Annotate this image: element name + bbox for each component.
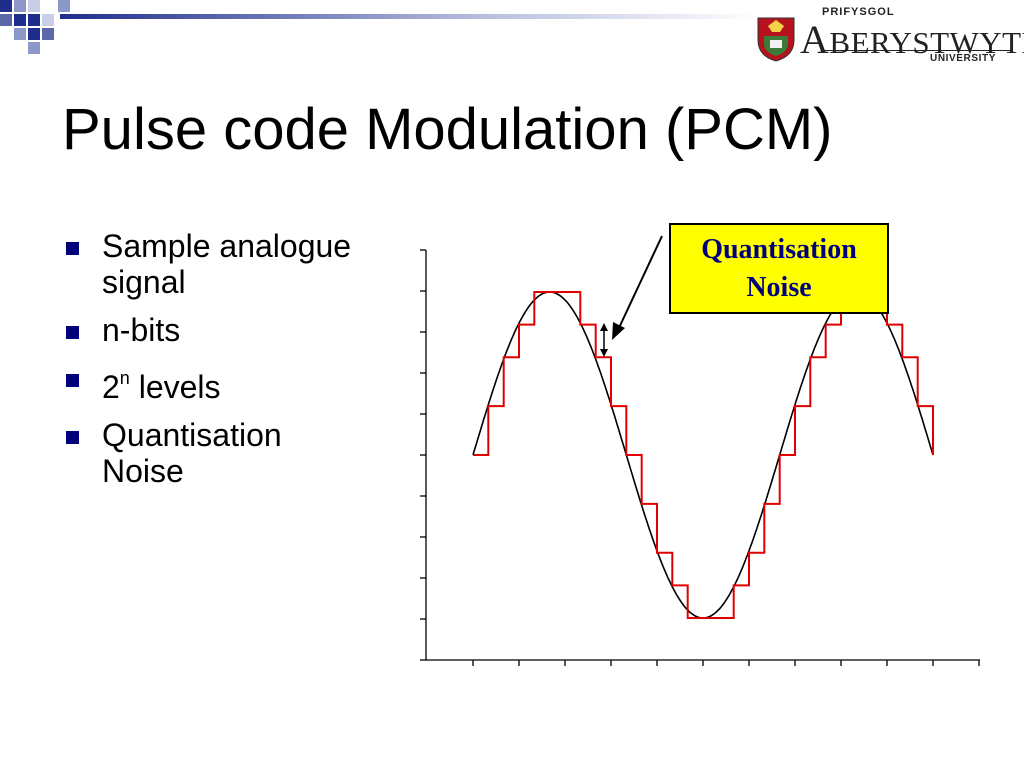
noise-double-arrow: [600, 323, 608, 357]
quantisation-noise-callout: Quantisation Noise: [669, 223, 889, 314]
bullet-list: Sample analogue signal n-bits 2n levels …: [62, 228, 352, 501]
bullet-square-icon: [66, 326, 79, 339]
bullet-rest: levels: [129, 369, 221, 405]
analog-signal-line: [472, 291, 934, 619]
bullet-text: Quantisation Noise: [102, 417, 282, 489]
bullet-item: n-bits: [62, 312, 352, 348]
bullet-text: n-bits: [102, 312, 181, 348]
bullet-square-icon: [66, 242, 79, 255]
chart-axes: [420, 249, 980, 666]
bullet-square-icon: [66, 431, 79, 444]
bullet-text: Sample analogue signal: [102, 228, 352, 300]
callout-pointer-arrow: [612, 235, 663, 340]
crest-icon: [757, 17, 795, 62]
header-gradient-bar: [60, 14, 760, 19]
logo-university: UNIVERSITY: [930, 53, 997, 64]
bullet-base: 2: [102, 369, 120, 405]
callout-line-1: Quantisation: [701, 233, 857, 265]
bullet-item: Quantisation Noise: [62, 417, 352, 489]
bullet-item: Sample analogue signal: [62, 228, 352, 300]
logo-rule: [824, 50, 1012, 51]
callout-line-2: Noise: [746, 271, 812, 303]
logo-aberystwyth: ABERYSTWYTH: [800, 16, 1024, 63]
corner-decoration: [0, 0, 70, 54]
bullet-square-icon: [66, 374, 79, 387]
logo-prifysgol: PRIFYSGOL: [822, 6, 895, 18]
university-logo: PRIFYSGOL ABERYSTWYTH UNIVERSITY: [752, 6, 1024, 66]
bullet-item: 2n levels: [62, 360, 352, 405]
logo-initial: A: [800, 17, 830, 62]
logo-name-rest: BERYSTWYTH: [829, 25, 1024, 60]
bullet-superscript: n: [119, 368, 130, 388]
quantized-signal-line: [473, 291, 934, 619]
slide-title: Pulse code Modulation (PCM): [62, 97, 833, 162]
